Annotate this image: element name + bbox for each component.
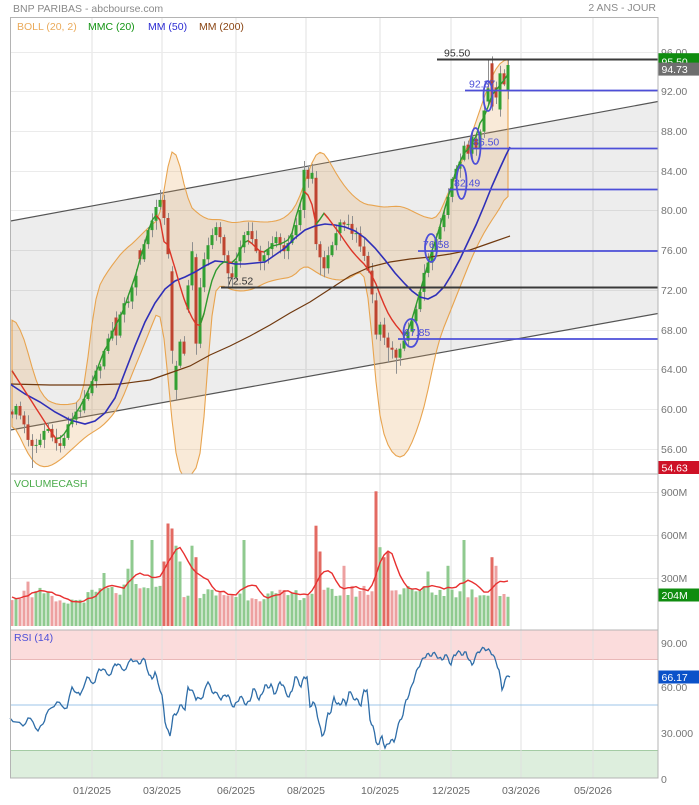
svg-text:80.00: 80.00 (661, 205, 687, 217)
svg-text:88.00: 88.00 (661, 126, 687, 138)
svg-text:BNP PARIBAS - abcbourse.com: BNP PARIBAS - abcbourse.com (13, 3, 163, 15)
svg-text:01/2025: 01/2025 (73, 785, 111, 797)
svg-text:60.00: 60.00 (661, 404, 687, 416)
svg-text:0: 0 (661, 774, 667, 786)
svg-text:MM (200): MM (200) (199, 21, 244, 33)
svg-text:72.00: 72.00 (661, 285, 687, 297)
svg-text:67.85: 67.85 (404, 327, 430, 339)
svg-text:84.00: 84.00 (661, 166, 687, 178)
svg-text:94.73: 94.73 (662, 64, 688, 76)
svg-text:300M: 300M (661, 573, 687, 585)
svg-text:RSI (14): RSI (14) (14, 632, 53, 644)
svg-text:30.000: 30.000 (661, 728, 693, 740)
svg-text:03/2026: 03/2026 (502, 785, 540, 797)
svg-text:BOLL (20, 2): BOLL (20, 2) (17, 21, 77, 33)
svg-text:68.00: 68.00 (661, 325, 687, 337)
svg-text:05/2026: 05/2026 (574, 785, 612, 797)
svg-text:66.17: 66.17 (662, 672, 688, 684)
svg-text:08/2025: 08/2025 (287, 785, 325, 797)
svg-text:900M: 900M (661, 487, 687, 499)
svg-text:MMC (20): MMC (20) (88, 21, 135, 33)
svg-text:12/2025: 12/2025 (432, 785, 470, 797)
svg-text:72.52: 72.52 (227, 276, 253, 288)
svg-text:64.00: 64.00 (661, 364, 687, 376)
svg-text:92.00: 92.00 (661, 86, 687, 98)
svg-text:VOLUMECASH: VOLUMECASH (14, 478, 88, 490)
svg-text:06/2025: 06/2025 (217, 785, 255, 797)
svg-text:204M: 204M (662, 590, 688, 602)
svg-text:54.63: 54.63 (662, 463, 688, 475)
svg-text:600M: 600M (661, 530, 687, 542)
svg-text:76.00: 76.00 (661, 245, 687, 257)
svg-text:MM (50): MM (50) (148, 21, 187, 33)
svg-text:90.00: 90.00 (661, 638, 687, 650)
svg-text:95.50: 95.50 (444, 48, 470, 60)
svg-text:03/2025: 03/2025 (143, 785, 181, 797)
svg-text:56.00: 56.00 (661, 444, 687, 456)
svg-text:10/2025: 10/2025 (361, 785, 399, 797)
svg-text:2 ANS - JOUR: 2 ANS - JOUR (588, 2, 656, 14)
svg-text:86.50: 86.50 (473, 137, 499, 149)
